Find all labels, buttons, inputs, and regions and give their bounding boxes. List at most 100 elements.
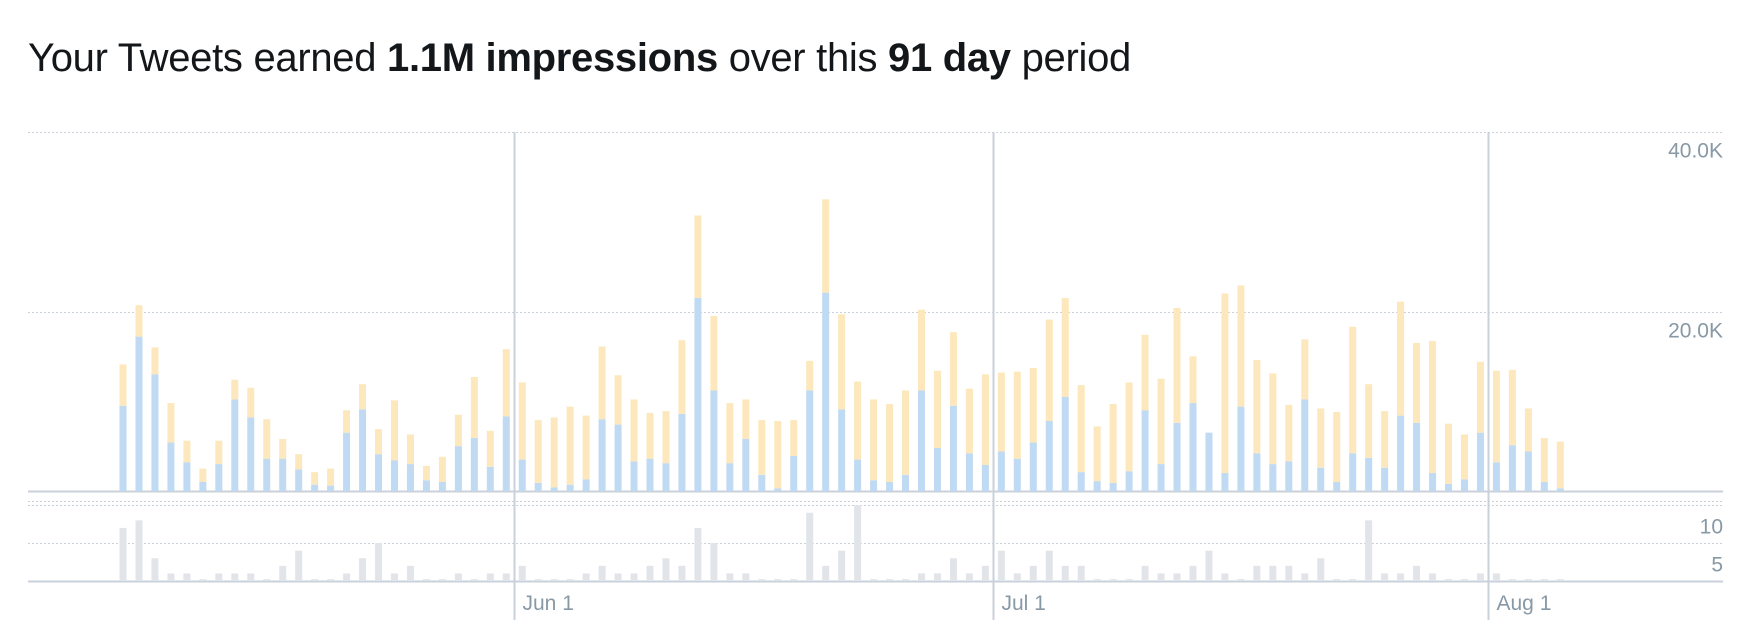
bar-secondary xyxy=(774,579,782,581)
bar-promoted xyxy=(502,416,510,491)
bar-secondary xyxy=(886,579,894,581)
y-tick-label: 40.0K xyxy=(1668,140,1723,163)
bar-secondary xyxy=(1317,558,1325,581)
bar-secondary xyxy=(470,579,478,581)
bar-promoted xyxy=(646,458,654,491)
bar-promoted xyxy=(949,405,957,491)
bar-organic xyxy=(422,465,430,481)
bar-secondary xyxy=(710,543,718,581)
bar-organic xyxy=(1460,434,1468,480)
bar-secondary xyxy=(790,579,798,581)
bar-promoted xyxy=(279,458,287,491)
bar-secondary xyxy=(1013,573,1021,581)
bar-secondary xyxy=(1093,579,1101,581)
bar-promoted xyxy=(1157,464,1165,491)
bar-secondary xyxy=(1524,579,1532,581)
bar-secondary xyxy=(375,543,383,581)
bar-secondary xyxy=(1508,579,1516,581)
bar-secondary xyxy=(1045,550,1053,581)
bar-promoted xyxy=(1013,458,1021,491)
bar-secondary xyxy=(390,573,398,581)
bar-promoted xyxy=(1524,451,1532,491)
bar-organic xyxy=(167,403,175,443)
bar-promoted xyxy=(838,409,846,491)
bar-promoted xyxy=(390,460,398,491)
bar-secondary xyxy=(1460,579,1468,581)
bar-organic xyxy=(359,384,367,410)
bar-organic xyxy=(566,406,574,485)
bar-organic xyxy=(406,434,414,465)
bar-promoted xyxy=(630,461,638,491)
bar-secondary xyxy=(343,573,351,581)
bar-organic xyxy=(1381,411,1389,468)
bar-secondary xyxy=(1413,565,1421,581)
bar-secondary xyxy=(965,573,973,581)
bar-secondary xyxy=(438,579,446,581)
bar-promoted xyxy=(311,484,319,491)
bar-promoted xyxy=(1029,442,1037,491)
bar-organic xyxy=(1349,326,1357,454)
bar-organic xyxy=(1013,371,1021,459)
bar-secondary xyxy=(1397,573,1405,581)
bar-promoted xyxy=(997,451,1005,491)
bar-organic xyxy=(215,440,223,465)
bar-promoted xyxy=(1301,399,1309,491)
bar-secondary xyxy=(518,565,526,581)
bar-secondary xyxy=(1061,565,1069,581)
bar-organic xyxy=(997,372,1005,452)
bar-organic xyxy=(1365,384,1373,458)
bar-secondary xyxy=(422,579,430,581)
bar-organic xyxy=(550,417,558,488)
bar-promoted xyxy=(1077,472,1085,491)
bar-secondary xyxy=(1540,579,1548,581)
bar-promoted xyxy=(518,459,526,491)
bar-organic xyxy=(918,309,925,391)
bar-promoted xyxy=(1429,473,1437,491)
bar-organic xyxy=(119,364,127,406)
bar-promoted xyxy=(1285,461,1293,491)
bar-promoted xyxy=(614,424,622,491)
bar-promoted xyxy=(470,438,478,491)
bar-organic xyxy=(247,387,255,418)
bar-secondary xyxy=(598,565,606,581)
bar-secondary xyxy=(1157,573,1165,581)
bar-secondary xyxy=(694,527,702,581)
bar-secondary xyxy=(215,573,223,581)
bar-organic xyxy=(1524,408,1532,452)
bar-promoted xyxy=(151,374,159,491)
axis-labels: 20.0K 40.0K 5 10 Jun 1 Jul 1 Aug 1 xyxy=(523,140,1724,616)
bar-promoted xyxy=(135,336,143,491)
headline-middle: over this xyxy=(717,36,889,80)
bar-promoted xyxy=(1125,471,1133,491)
bar-promoted xyxy=(183,462,191,491)
bar-secondary xyxy=(1492,573,1500,581)
bar-secondary xyxy=(1173,573,1181,581)
bar-organic xyxy=(582,415,590,480)
bar-promoted xyxy=(806,390,814,491)
bar-promoted xyxy=(1445,483,1453,491)
bar-secondary xyxy=(1429,573,1437,581)
bar-organic xyxy=(1077,385,1085,473)
bar-promoted xyxy=(422,480,430,491)
bar-promoted xyxy=(454,446,462,491)
bar-organic xyxy=(806,360,814,391)
bar-secondary xyxy=(1269,565,1277,581)
bar-organic xyxy=(390,400,398,461)
bar-secondary xyxy=(933,573,941,581)
bar-secondary xyxy=(502,573,510,581)
bar-secondary xyxy=(582,573,590,581)
bar-organic xyxy=(199,468,207,483)
headline: Your Tweets earned 1.1M impressions over… xyxy=(28,36,1131,81)
bar-secondary xyxy=(183,573,191,581)
bar-organic xyxy=(1413,342,1421,423)
bar-organic xyxy=(933,370,941,448)
bar-organic xyxy=(1045,319,1053,421)
bar-promoted xyxy=(486,466,494,491)
bar-promoted xyxy=(694,298,702,491)
bar-secondary xyxy=(566,579,574,581)
gridlines xyxy=(28,132,1723,583)
bar-organic xyxy=(854,381,862,460)
bar-secondary xyxy=(534,579,542,581)
bar-organic xyxy=(135,305,143,337)
bar-secondary xyxy=(1029,565,1037,581)
